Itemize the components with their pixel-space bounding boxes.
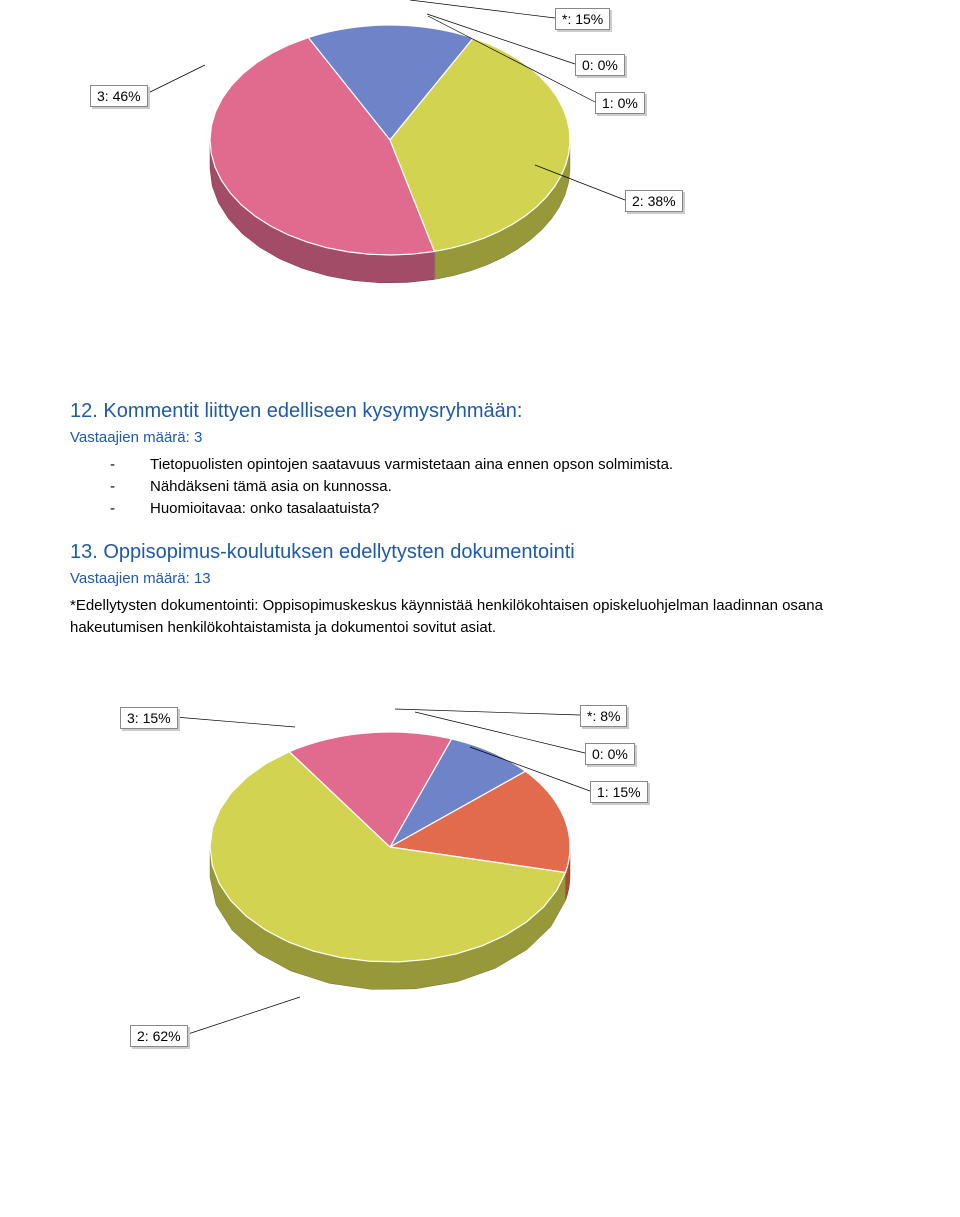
section-12-sub: Vastaajien määrä: 3	[70, 429, 890, 446]
bullet-item: Tietopuolisten opintojen saatavuus varmi…	[110, 454, 890, 476]
bullet-item: Nähdäkseni tämä asia on kunnossa.	[110, 476, 890, 498]
section-12-title: 12. Kommentit liittyen edelliseen kysymy…	[70, 400, 890, 423]
pie2-label-3: 3: 15%	[120, 707, 178, 729]
pie-chart-1: *: 15% 0: 0% 1: 0% 2: 38% 3: 46%	[70, 0, 890, 370]
pie-chart-2: 3: 15% *: 8% 0: 0% 1: 15% 2: 62%	[70, 657, 890, 1057]
section-12-bullets: Tietopuolisten opintojen saatavuus varmi…	[70, 454, 890, 519]
pie1-label-0: 0: 0%	[575, 54, 625, 76]
pie2-label-1: 1: 15%	[590, 781, 648, 803]
pie2-label-0: 0: 0%	[585, 743, 635, 765]
pie2-label-star: *: 8%	[580, 705, 627, 727]
pie1-label-star: *: 15%	[555, 8, 610, 30]
pie2-label-2: 2: 62%	[130, 1025, 188, 1047]
pie1-label-3: 3: 46%	[90, 85, 148, 107]
pie1-label-1: 1: 0%	[595, 92, 645, 114]
section-13-sub: Vastaajien määrä: 13	[70, 570, 890, 587]
bullet-item: Huomioitavaa: onko tasalaatuista?	[110, 498, 890, 520]
pie1-label-2: 2: 38%	[625, 190, 683, 212]
section-13-title: 13. Oppisopimus-koulutuksen edellytysten…	[70, 541, 890, 564]
section-13-body: *Edellytysten dokumentointi: Oppisopimus…	[70, 595, 890, 639]
